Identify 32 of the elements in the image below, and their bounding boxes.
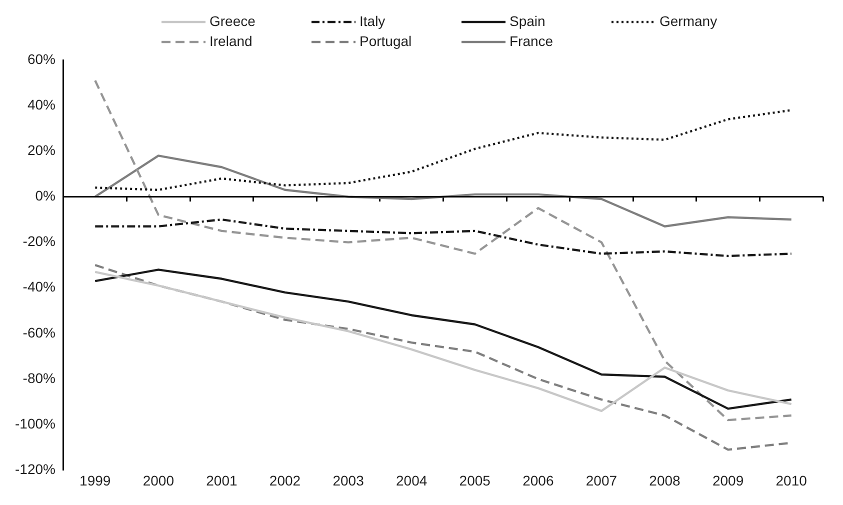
y-tick-label: 40%	[27, 96, 56, 112]
x-tick-label: 2000	[142, 472, 174, 488]
x-tick-label: 2009	[712, 472, 744, 488]
x-tick-label: 2002	[269, 472, 301, 488]
line-series	[94, 218, 792, 258]
x-tick-label: 2001	[206, 472, 238, 488]
y-tick-label: -40%	[22, 278, 56, 295]
y-tick-label: 20%	[27, 142, 56, 158]
line-series	[94, 79, 792, 422]
legend-label: Germany	[660, 12, 718, 29]
legend-label: France	[510, 32, 554, 49]
x-tick-label: 2004	[396, 472, 428, 488]
line-series	[94, 109, 792, 191]
x-tick-label: 2005	[459, 472, 491, 488]
y-tick-label: -20%	[22, 233, 56, 250]
y-tick-label: 60%	[27, 50, 56, 67]
x-tick-label: 2003	[332, 472, 364, 488]
y-tick-label: -60%	[22, 324, 56, 340]
legend-label: Greece	[210, 12, 256, 29]
legend-label: Italy	[360, 12, 386, 29]
x-tick-label: 2008	[649, 472, 681, 488]
x-tick-label: 2006	[522, 472, 554, 488]
x-tick-label: 1999	[80, 472, 111, 488]
legend-label: Ireland	[210, 32, 252, 49]
legend-label: Spain	[510, 12, 546, 29]
y-tick-label: -80%	[22, 370, 56, 386]
legend-label: Portugal	[360, 32, 412, 49]
y-tick-label: -100%	[15, 415, 56, 432]
x-tick-label: 2007	[586, 472, 618, 488]
x-tick-label: 2010	[776, 472, 808, 488]
y-tick-label: 0%	[35, 188, 56, 204]
y-tick-label: -120%	[15, 461, 56, 478]
